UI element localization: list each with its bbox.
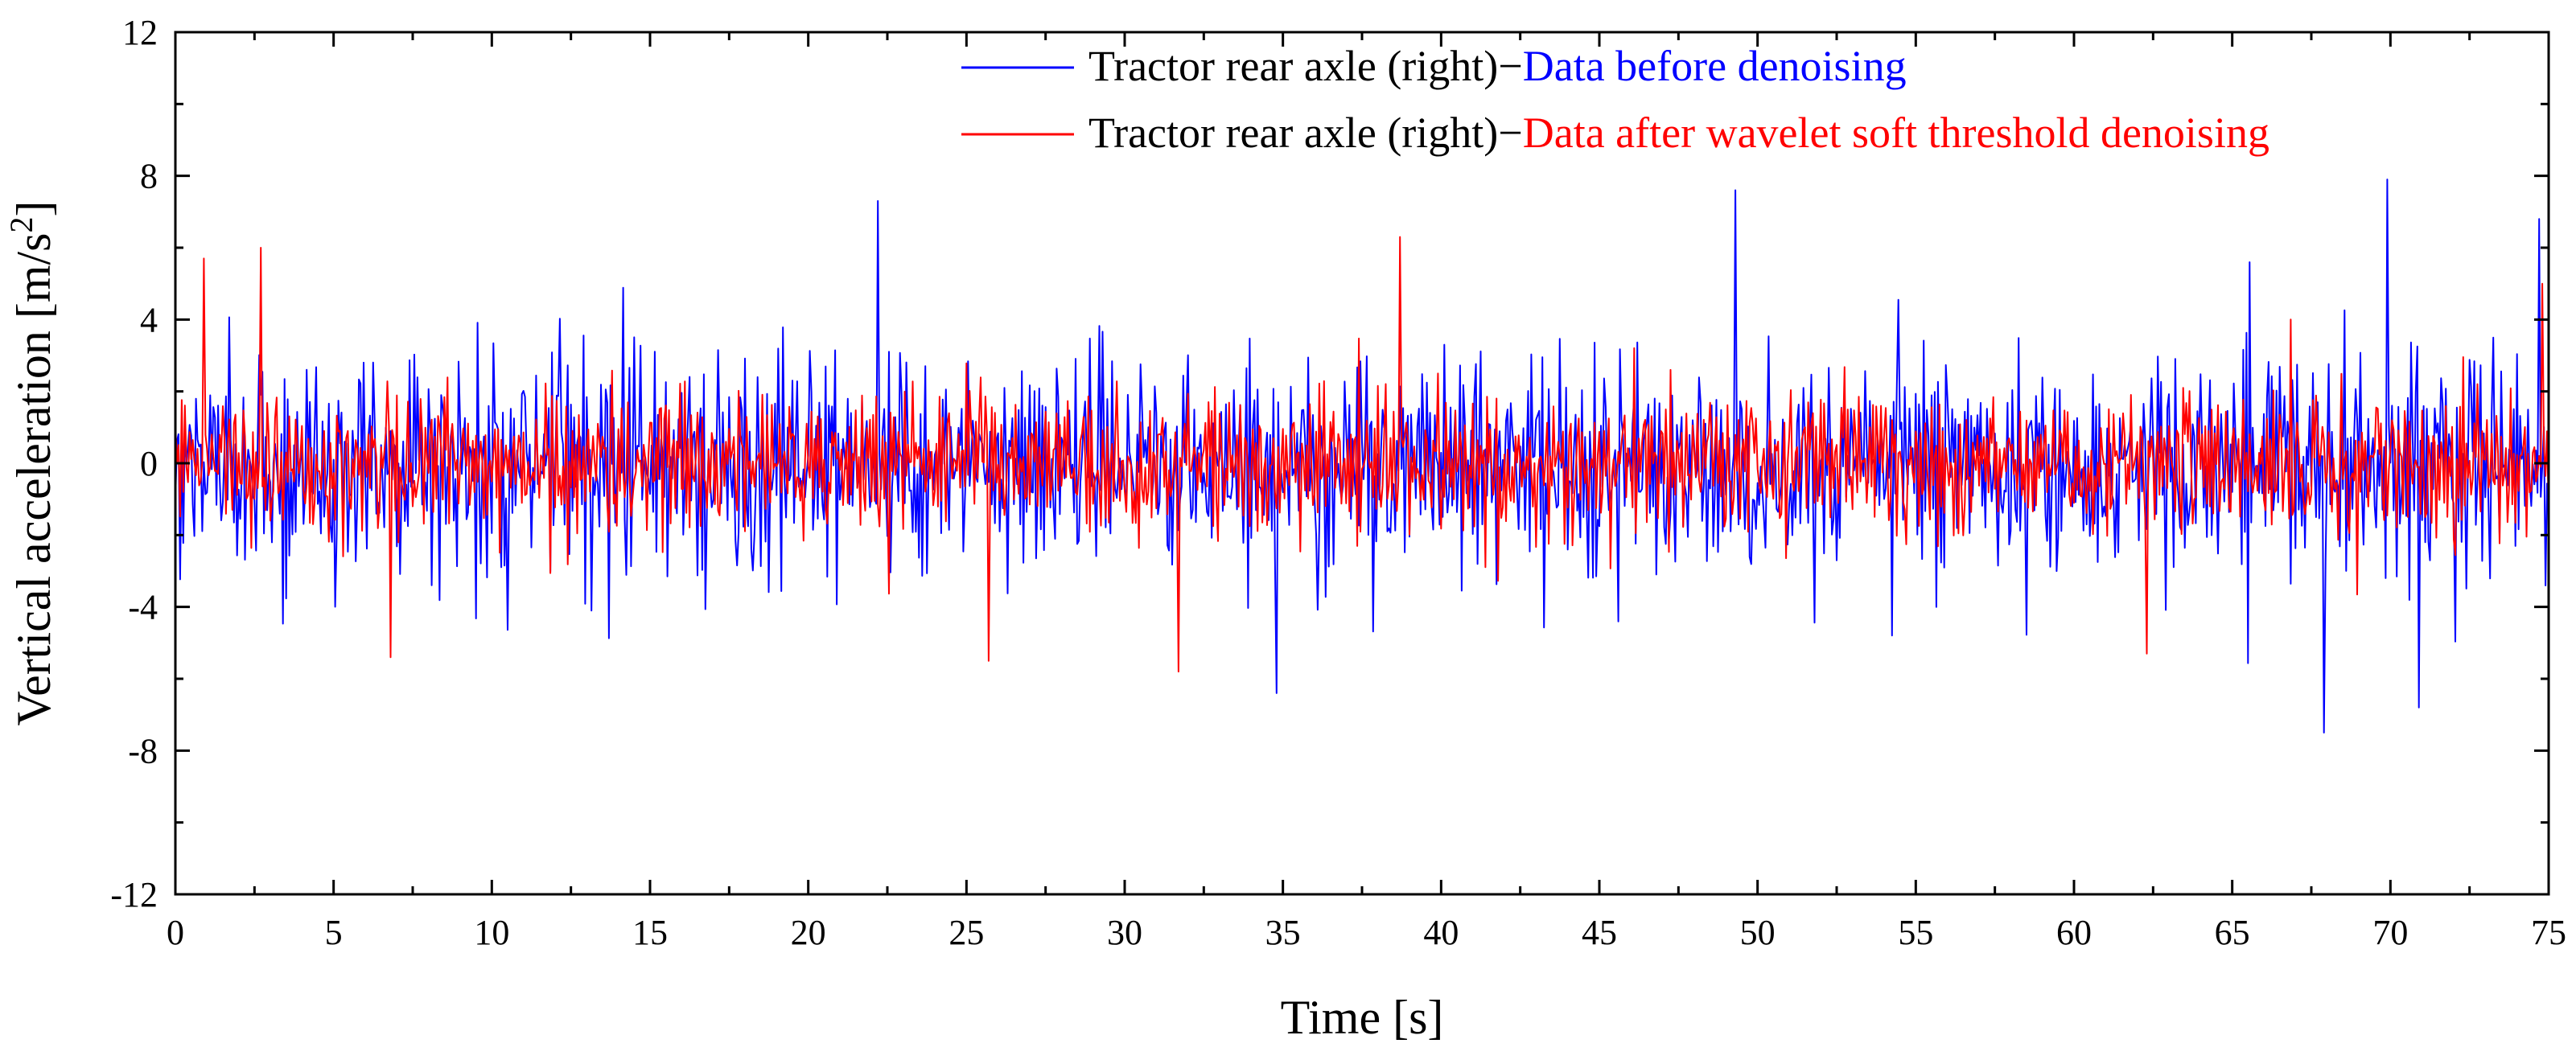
x-tick-label: 55 [1898, 913, 1933, 952]
legend-prefix: Tractor rear axle (right)− [1088, 42, 1523, 90]
x-tick-label: 20 [791, 913, 826, 952]
ticks-layer: 0 5 10 15 20 25 30 35 40 45 50 55 60 65 70 75 -12 -8 -4 0 4 8… [110, 13, 2566, 952]
series-layer [175, 179, 2549, 733]
x-tick-label: 10 [474, 913, 509, 952]
series-line-before-denoising [175, 179, 2549, 733]
legend-label-before: Tractor rear axle (right)−Data before de… [1088, 42, 1907, 90]
y-tick-label: 4 [140, 300, 158, 339]
y-tick-label: -4 [128, 588, 158, 627]
x-tick-label: 15 [632, 913, 668, 952]
x-tick-label: 40 [1423, 913, 1459, 952]
legend-series-name: Data before denoising [1523, 42, 1907, 90]
x-axis-title: Time [s] [1281, 991, 1444, 1044]
x-tick-label: 25 [949, 913, 984, 952]
y-tick-label: 0 [140, 444, 158, 483]
series-line-after-denoising [175, 236, 2549, 673]
legend: Tractor rear axle (right)−Data before de… [961, 42, 2269, 157]
x-tick-label: 45 [1582, 913, 1617, 952]
x-tick-label: 60 [2056, 913, 2092, 952]
x-tick-label: 50 [1740, 913, 1776, 952]
y-axis-title: Vertical acceleration [m/s2] [3, 201, 61, 726]
legend-series-name: Data after wavelet soft threshold denois… [1523, 109, 2269, 157]
legend-prefix: Tractor rear axle (right)− [1088, 109, 1523, 157]
y-axis-title-closing: ] [7, 201, 60, 217]
y-tick-label: 12 [122, 13, 158, 52]
x-tick-label: 30 [1107, 913, 1142, 952]
x-tick-label: 5 [325, 913, 343, 952]
x-tick-label: 75 [2531, 913, 2566, 952]
y-axis-title-main: Vertical acceleration [m/s [7, 232, 60, 725]
legend-label-after: Tractor rear axle (right)−Data after wav… [1088, 109, 2269, 157]
y-tick-label: -8 [128, 731, 158, 770]
x-tick-label: 65 [2215, 913, 2250, 952]
x-tick-label: 35 [1265, 913, 1301, 952]
x-tick-label: 70 [2372, 913, 2408, 952]
y-tick-label: 8 [140, 157, 158, 196]
x-tick-label: 0 [167, 913, 184, 952]
y-axis-title-superscript: 2 [3, 216, 39, 232]
y-tick-label: -12 [110, 875, 158, 914]
